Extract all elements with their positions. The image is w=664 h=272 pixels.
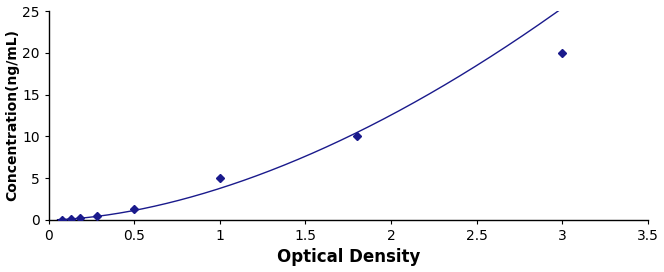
Y-axis label: Concentration(ng/mL): Concentration(ng/mL) (5, 29, 19, 202)
X-axis label: Optical Density: Optical Density (277, 248, 420, 267)
